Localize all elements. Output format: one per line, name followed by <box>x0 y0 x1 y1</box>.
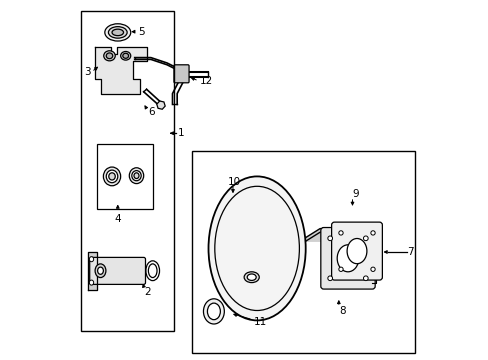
Ellipse shape <box>370 267 374 271</box>
Ellipse shape <box>346 239 366 264</box>
Ellipse shape <box>337 245 358 272</box>
Ellipse shape <box>363 276 367 281</box>
Polygon shape <box>305 229 323 241</box>
Ellipse shape <box>129 168 143 184</box>
FancyBboxPatch shape <box>174 65 189 83</box>
FancyBboxPatch shape <box>320 228 374 289</box>
Ellipse shape <box>108 173 115 180</box>
Ellipse shape <box>106 170 118 183</box>
Ellipse shape <box>327 236 332 241</box>
Ellipse shape <box>370 231 374 235</box>
Ellipse shape <box>112 29 123 36</box>
Text: 7: 7 <box>407 247 413 257</box>
Polygon shape <box>88 252 97 290</box>
Ellipse shape <box>108 27 127 38</box>
Ellipse shape <box>363 236 367 241</box>
Text: 3: 3 <box>84 67 91 77</box>
Ellipse shape <box>203 299 224 324</box>
Text: 5: 5 <box>138 27 144 37</box>
Polygon shape <box>95 47 147 94</box>
Text: 6: 6 <box>148 107 154 117</box>
Ellipse shape <box>89 257 94 262</box>
FancyBboxPatch shape <box>89 257 145 284</box>
Ellipse shape <box>103 51 115 61</box>
Text: 9: 9 <box>352 189 358 199</box>
Text: 11: 11 <box>253 317 266 327</box>
Ellipse shape <box>338 231 343 235</box>
Ellipse shape <box>89 280 94 285</box>
Ellipse shape <box>132 171 141 181</box>
Text: 12: 12 <box>199 76 212 86</box>
Ellipse shape <box>208 176 305 320</box>
Bar <box>192 151 415 353</box>
Ellipse shape <box>103 167 121 186</box>
Bar <box>81 11 174 331</box>
Ellipse shape <box>122 53 128 58</box>
Ellipse shape <box>134 173 139 179</box>
Ellipse shape <box>244 272 259 283</box>
Text: 8: 8 <box>338 306 345 316</box>
Ellipse shape <box>98 267 103 274</box>
Ellipse shape <box>247 274 256 280</box>
Ellipse shape <box>104 24 130 41</box>
Text: 10: 10 <box>228 177 241 187</box>
Bar <box>97 144 152 209</box>
Ellipse shape <box>338 267 343 271</box>
Text: 1: 1 <box>178 128 184 138</box>
Ellipse shape <box>327 276 332 281</box>
Text: 4: 4 <box>114 214 121 224</box>
FancyBboxPatch shape <box>331 222 382 280</box>
Text: 2: 2 <box>144 287 151 297</box>
Ellipse shape <box>207 303 220 320</box>
Ellipse shape <box>106 53 113 59</box>
Ellipse shape <box>95 264 106 278</box>
Ellipse shape <box>121 51 130 60</box>
